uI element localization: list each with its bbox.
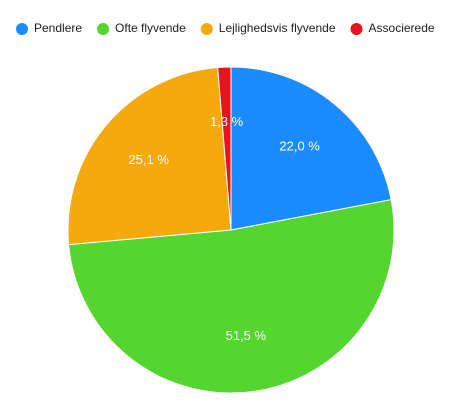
legend-marker (97, 23, 110, 35)
legend-label: Pendlere (34, 21, 82, 35)
slice-label: 51,5 % (226, 328, 267, 343)
legend-marker (16, 23, 28, 35)
pie-slice (230, 66, 392, 231)
legend-label: Ofte flyvende (115, 21, 186, 35)
pie-slice (68, 199, 395, 394)
slice-label: 25,1 % (128, 152, 169, 167)
slice-label: 22,0 % (279, 139, 320, 154)
pie (67, 66, 395, 394)
legend-label: Associerede (369, 21, 435, 35)
slice-label: 1,3 % (210, 114, 244, 129)
pie-slice (217, 66, 232, 231)
legend: Pendlere Ofte flyvende Lejlighedsvis flyve… (16, 21, 435, 35)
legend-marker (200, 23, 213, 35)
legend-marker (350, 23, 363, 35)
pie-slice (67, 67, 232, 246)
slice-labels: 22,0 % 51,5 % 25,1 % 1,3 % (128, 114, 320, 343)
legend-label: Lejlighedsvis flyvende (219, 21, 336, 35)
